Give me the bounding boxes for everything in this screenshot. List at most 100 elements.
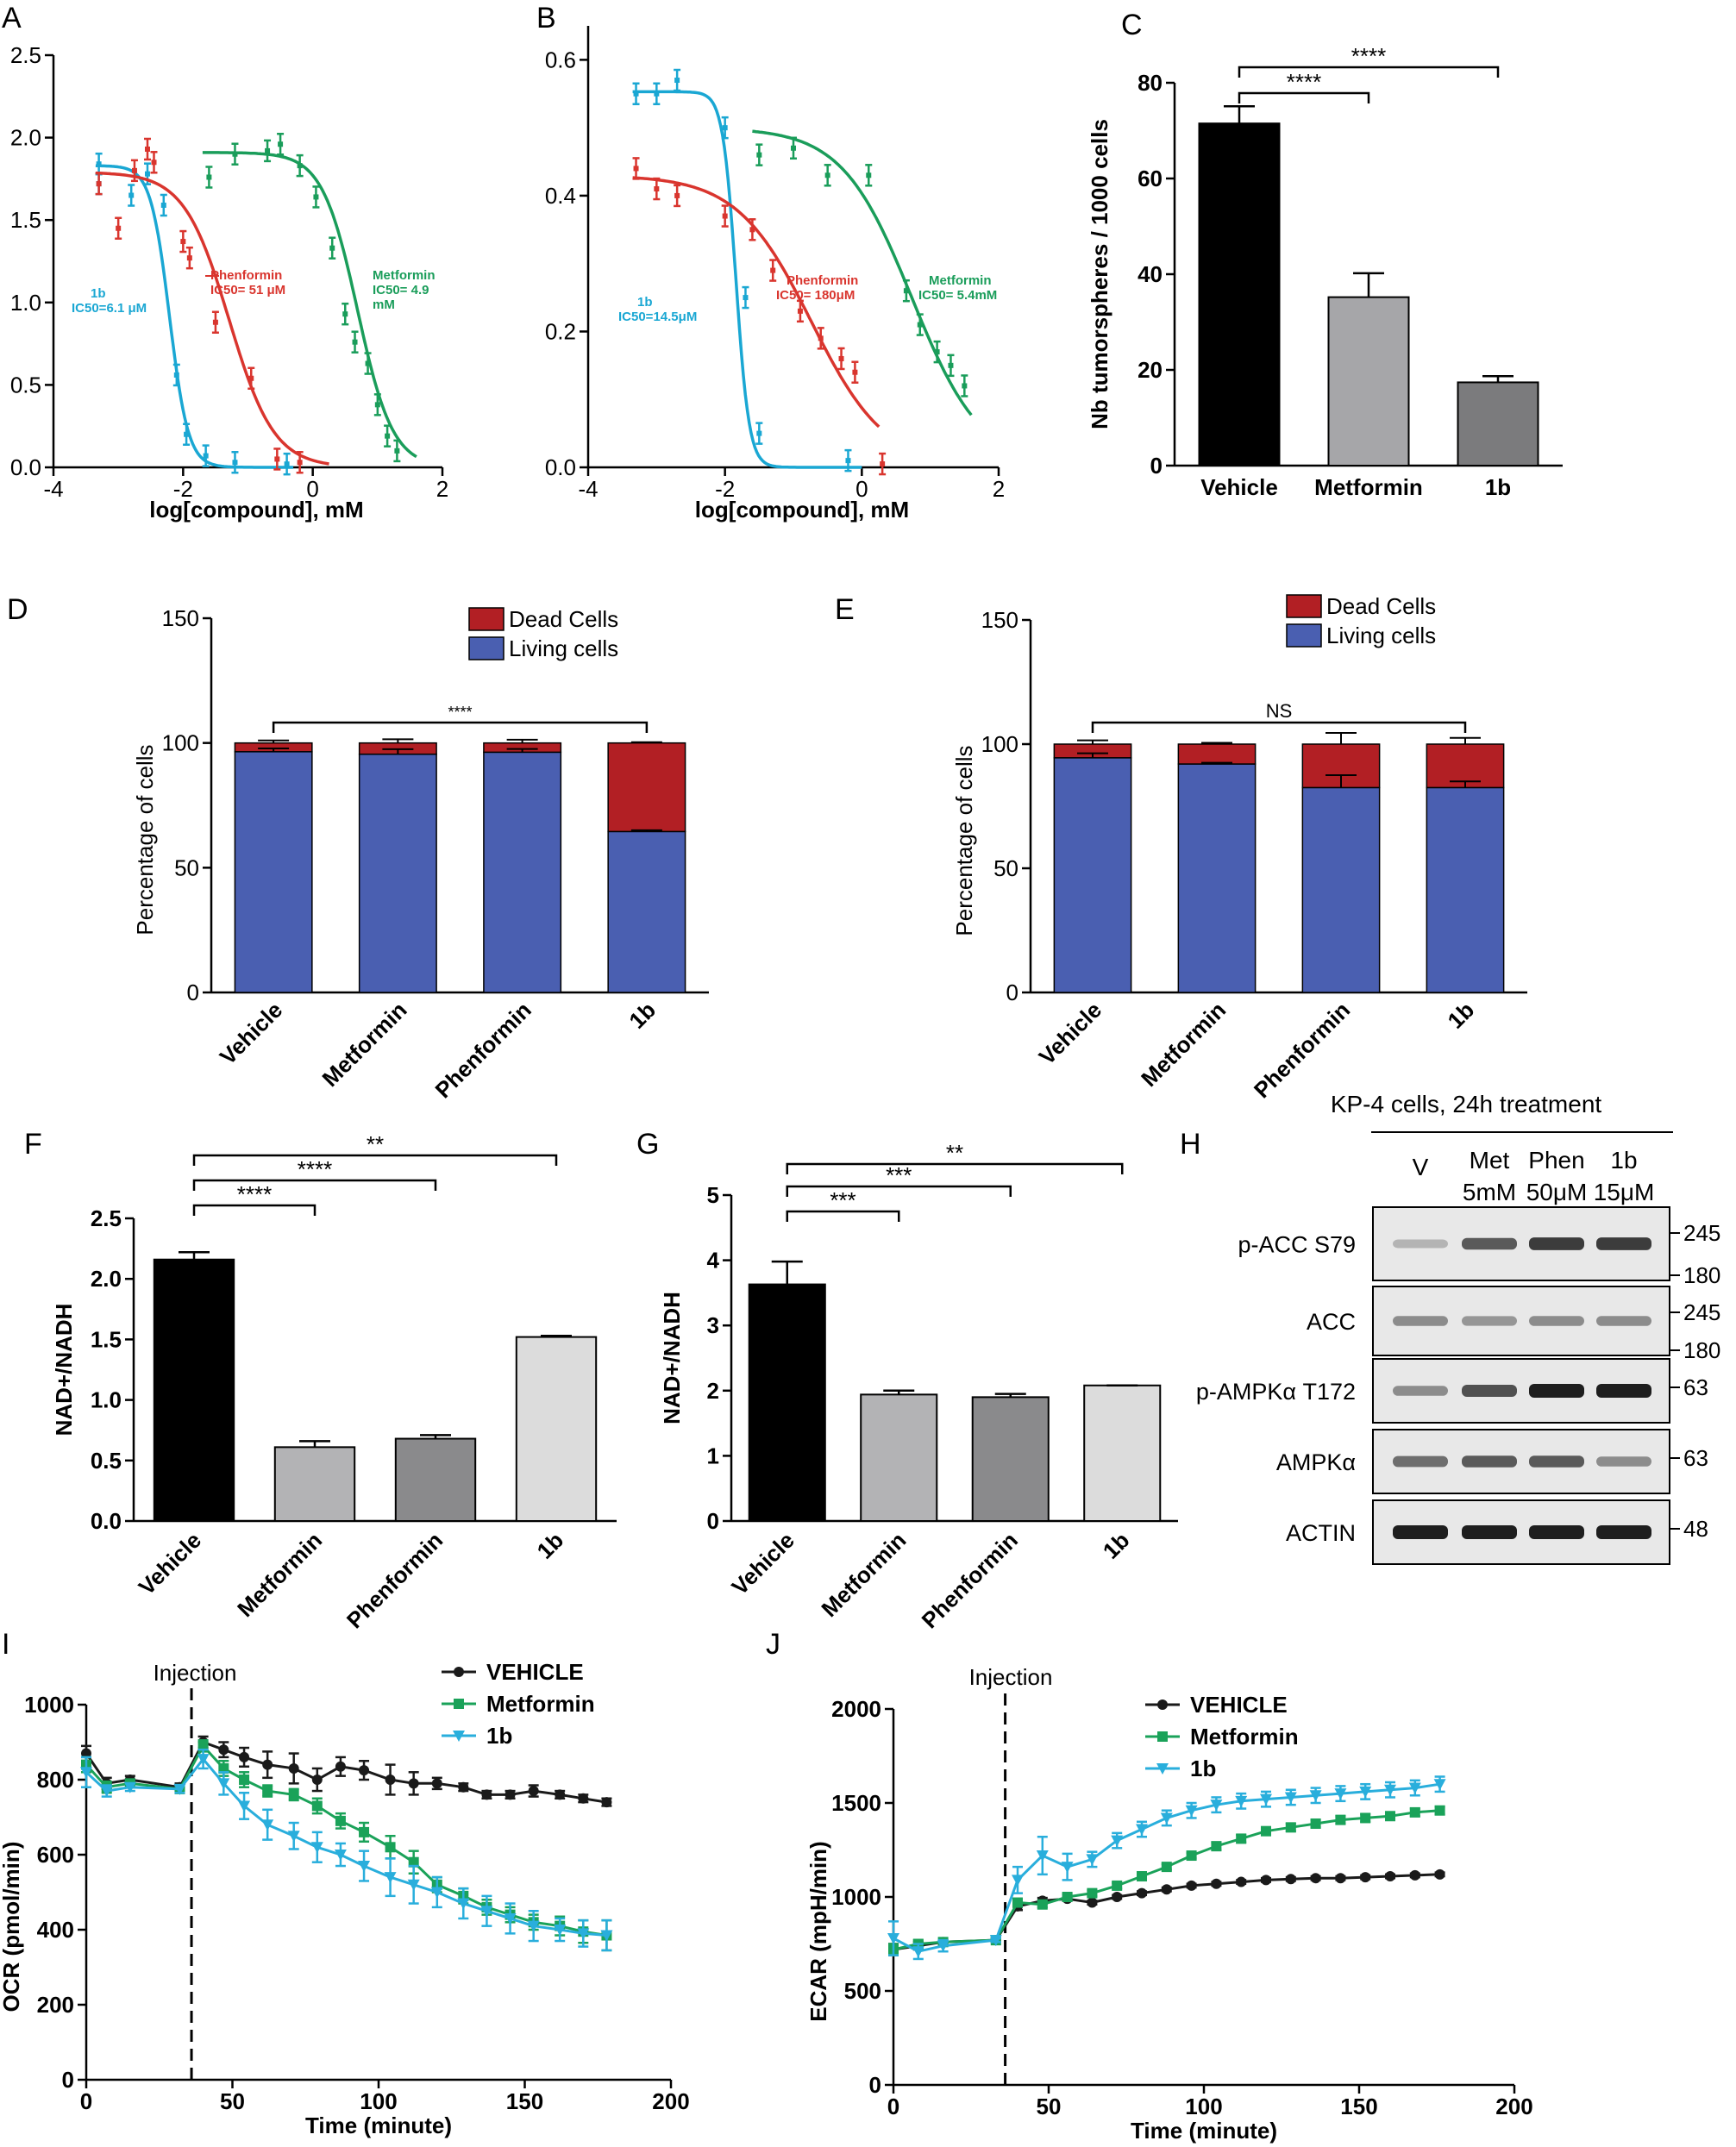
mw-marker-label: 245 [1683,1299,1720,1325]
data-point [180,239,186,245]
blot-band [1529,1384,1584,1398]
injection-label: Injection [154,1660,237,1686]
data-point [151,160,157,166]
marker-circle [458,1781,469,1793]
legend-label: VEHICLE [1190,1692,1288,1718]
fit-curve-phenformin [632,176,881,429]
data-point [756,152,762,158]
y-tick-label: 600 [37,1842,74,1868]
marker-triangle [887,1932,899,1944]
bar-living-metformin [1177,763,1257,993]
significance-label: NS [1266,700,1293,722]
y-tick-label: 0 [1150,453,1163,479]
marker-triangle [554,1925,567,1936]
blot-band [1393,1525,1448,1539]
x-tick-label: 150 [1340,2094,1377,2119]
data-point [962,383,968,389]
legend-label: Metformin [1190,1724,1299,1750]
curve-label: 1b [637,295,653,310]
marker-circle [1335,1873,1346,1884]
marker-triangle [238,1800,251,1812]
x-tick-label: 50 [1037,2094,1062,2119]
marker-circle [1087,1897,1098,1908]
marker-square [311,1800,323,1812]
marker-square [218,1762,229,1774]
data-point [128,192,135,198]
data-point [818,335,824,341]
x-category-label: Phenformin [917,1527,1023,1633]
x-axis-title: log[compound], mM [149,497,363,523]
bar-vehicle [153,1258,235,1522]
data-point [248,375,254,381]
marker-square [1137,1871,1147,1882]
x-category-label: Phenformin [1249,997,1355,1103]
x-category-label: Metformin [816,1527,911,1622]
marker-triangle [480,1906,493,1918]
y-tick-label: 0.2 [545,318,576,344]
mw-marker-label: 245 [1683,1220,1720,1246]
curve-label: Phenformin [210,268,282,283]
marker-circle [1434,1868,1445,1880]
y-axis-title: OCR (pmol/min) [0,1842,24,2012]
lane-sublabel: 5mM [1463,1179,1516,1205]
blot-band [1393,1239,1448,1249]
series-line-1b [85,1756,607,1937]
ic50-unit-label: mM [373,297,395,312]
ic50-label: IC50= 51 μM [210,283,285,297]
x-axis-title: log[compound], mM [695,497,909,523]
data-point [329,245,335,251]
marker-triangle [80,1767,92,1779]
blot-row-label: p-ACC S79 [1238,1232,1356,1258]
panel-label-H: H [1180,1128,1201,1161]
ocr-time-course-I: 0 200 400 600 800 1000 0 50 100 150 200 Time (minut… [0,1659,690,2138]
y-tick-label: 0.0 [10,454,41,480]
marker-triangle [430,1887,443,1899]
data-point [265,147,271,153]
marker-circle [288,1762,299,1774]
y-tick-label: 150 [981,607,1018,633]
bar-phenformin [394,1437,477,1522]
marker-square [385,1842,396,1853]
x-category-label: 1b [532,1527,569,1564]
blot-band [1393,1386,1448,1396]
marker-circle [1186,1880,1197,1891]
marker-triangle [1384,1784,1396,1796]
data-point [880,461,886,467]
bar-living-metformin [358,753,437,993]
marker-triangle [261,1819,274,1831]
legend-swatch-dead [1286,594,1322,618]
fit-curve-1b [632,90,862,469]
curve-label: Metformin [929,273,992,288]
data-point [160,202,166,208]
x-category-label: Vehicle [1200,474,1278,500]
marker-triangle [310,1842,323,1854]
marker-triangle [1086,1854,1099,1866]
significance-bracket [272,721,649,733]
data-point [838,355,844,361]
x-axis-title: Time (minute) [305,2113,452,2138]
data-point [203,453,209,459]
data-point [186,255,192,261]
marker-triangle [1408,1782,1421,1794]
data-point [797,308,803,314]
marker-circle [578,1793,589,1804]
marker-square [1012,1897,1023,1908]
marker-triangle [1309,1790,1322,1802]
bar-dead-metformin [1177,743,1257,765]
marker-triangle [287,1831,300,1843]
marker-circle [1236,1876,1247,1887]
ic50-label: IC50= 4.9 [373,283,429,297]
data-point [206,174,212,180]
x-tick-label: 150 [506,2088,543,2114]
marker-square [408,1856,419,1868]
marker-square [1385,1811,1395,1822]
marker-triangle [1210,1800,1223,1812]
marker-triangle [1160,1812,1173,1825]
bar-living-phenformin [483,751,562,993]
y-tick-label: 2.0 [10,125,41,151]
marker-square [1335,1814,1346,1825]
x-tick-label: 2 [436,476,448,502]
y-tick-label: 60 [1137,166,1163,191]
marker-square [1037,1899,1048,1910]
